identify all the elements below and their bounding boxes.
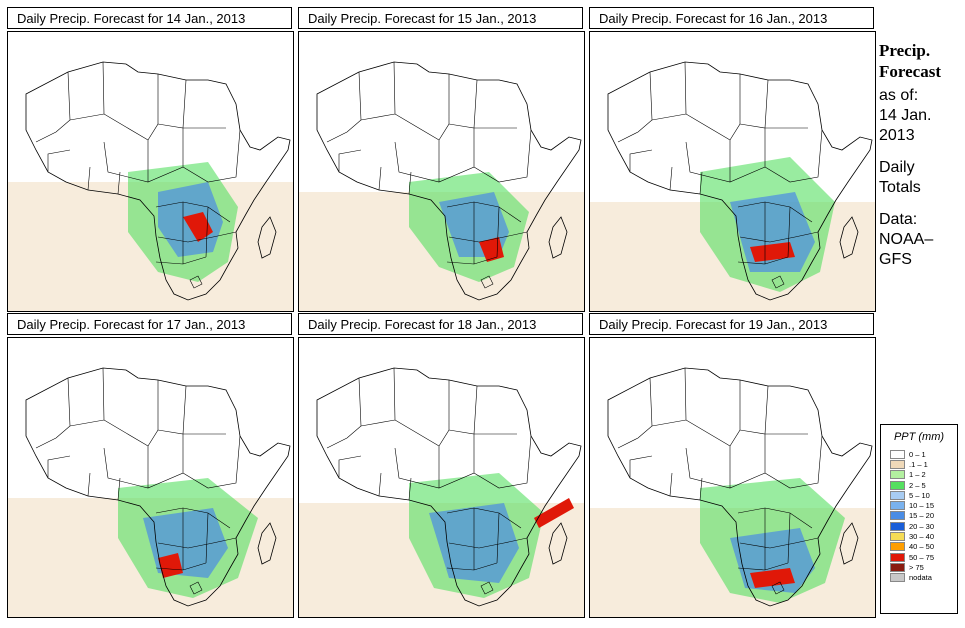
intense-rain-region — [750, 242, 795, 262]
totals-line1: Daily — [879, 159, 915, 176]
forecast-panel-17-jan: Daily Precip. Forecast for 17 Jan., 2013 — [7, 313, 294, 618]
legend-label: > 75 — [909, 562, 924, 572]
info-title-line1: Precip. — [879, 41, 931, 60]
intense-rain-region — [158, 553, 183, 578]
legend-label: 5 – 10 — [909, 490, 930, 500]
legend-label: .1 – 1 — [909, 459, 928, 469]
legend-item: 1 – 2 — [890, 470, 957, 480]
data-source-line1: Data: — [879, 211, 918, 228]
legend-title: PPT (mm) — [893, 431, 945, 443]
asof-date-line1: 14 Jan. — [879, 107, 932, 124]
legend-label: 20 – 30 — [909, 521, 935, 531]
panel-title: Daily Precip. Forecast for 14 Jan., 2013 — [7, 7, 292, 29]
precip-map — [298, 337, 585, 618]
legend-swatch — [890, 490, 905, 500]
legend-item: 20 – 30 — [890, 521, 957, 531]
totals-line2: Totals — [879, 179, 921, 196]
legend-label: 40 – 50 — [909, 542, 935, 552]
legend-swatch — [890, 449, 905, 459]
forecast-panel-16-jan: Daily Precip. Forecast for 16 Jan., 2013 — [589, 7, 876, 312]
legend-item: .1 – 1 — [890, 459, 957, 469]
heavy-rain-region — [730, 192, 815, 272]
legend-item: 0 – 1 — [890, 449, 957, 459]
forecast-panel-15-jan: Daily Precip. Forecast for 15 Jan., 2013 — [298, 7, 585, 312]
panel-title: Daily Precip. Forecast for 18 Jan., 2013 — [298, 313, 583, 335]
legend-swatch — [890, 542, 905, 552]
legend-swatch — [890, 470, 905, 480]
precip-map — [589, 337, 876, 618]
legend-item: 50 – 75 — [890, 552, 957, 562]
forecast-panel-19-jan: Daily Precip. Forecast for 19 Jan., 2013 — [589, 313, 876, 618]
asof-label: as of: — [879, 87, 919, 104]
legend-swatch — [890, 480, 905, 490]
data-source-line2: NOAA– — [879, 231, 934, 248]
legend-swatch — [890, 501, 905, 511]
legend-label: 2 – 5 — [909, 480, 926, 490]
legend-label: 30 – 40 — [909, 532, 935, 542]
panel-title: Daily Precip. Forecast for 15 Jan., 2013 — [298, 7, 583, 29]
legend-swatch — [890, 521, 905, 531]
legend-label: 50 – 75 — [909, 552, 935, 562]
info-title-line2: Forecast — [879, 62, 941, 81]
asof-date-line2: 2013 — [879, 127, 915, 144]
legend-item: > 75 — [890, 562, 957, 572]
legend-item: 30 – 40 — [890, 531, 957, 542]
legend-swatch — [890, 459, 905, 469]
precip-map — [298, 31, 585, 312]
precip-map — [7, 337, 294, 618]
legend-item: 40 – 50 — [890, 542, 957, 552]
legend-label: nodata — [909, 573, 932, 583]
legend-swatch — [890, 532, 905, 542]
legend-swatch — [890, 562, 905, 572]
legend-swatch — [890, 552, 905, 562]
legend-label: 0 – 1 — [909, 449, 926, 459]
forecast-panel-18-jan: Daily Precip. Forecast for 18 Jan., 2013 — [298, 313, 585, 618]
data-source-line3: GFS — [879, 251, 912, 268]
panel-title: Daily Precip. Forecast for 16 Jan., 2013 — [589, 7, 874, 29]
intense-rain-region — [183, 212, 213, 242]
forecast-panel-14-jan: Daily Precip. Forecast for 14 Jan., 2013 — [7, 7, 294, 312]
intense-rain-region — [534, 498, 574, 528]
legend-item: 2 – 5 — [890, 480, 957, 490]
precip-map — [589, 31, 876, 312]
forecast-info: Precip. Forecast as of: 14 Jan. 2013 Dai… — [879, 40, 965, 270]
legend-label: 15 – 20 — [909, 511, 935, 521]
legend-swatch — [890, 573, 905, 583]
precip-map — [7, 31, 294, 312]
legend-item: 10 – 15 — [890, 500, 957, 511]
intense-rain-region — [750, 568, 795, 588]
panel-title: Daily Precip. Forecast for 17 Jan., 2013 — [7, 313, 292, 335]
legend-label: 1 – 2 — [909, 470, 926, 480]
legend-label: 10 – 15 — [909, 501, 935, 511]
legend-item: 15 – 20 — [890, 511, 957, 521]
legend-item: nodata — [890, 573, 957, 583]
panel-title: Daily Precip. Forecast for 19 Jan., 2013 — [589, 313, 874, 335]
legend-swatch — [890, 511, 905, 521]
legend-item: 5 – 10 — [890, 490, 957, 500]
